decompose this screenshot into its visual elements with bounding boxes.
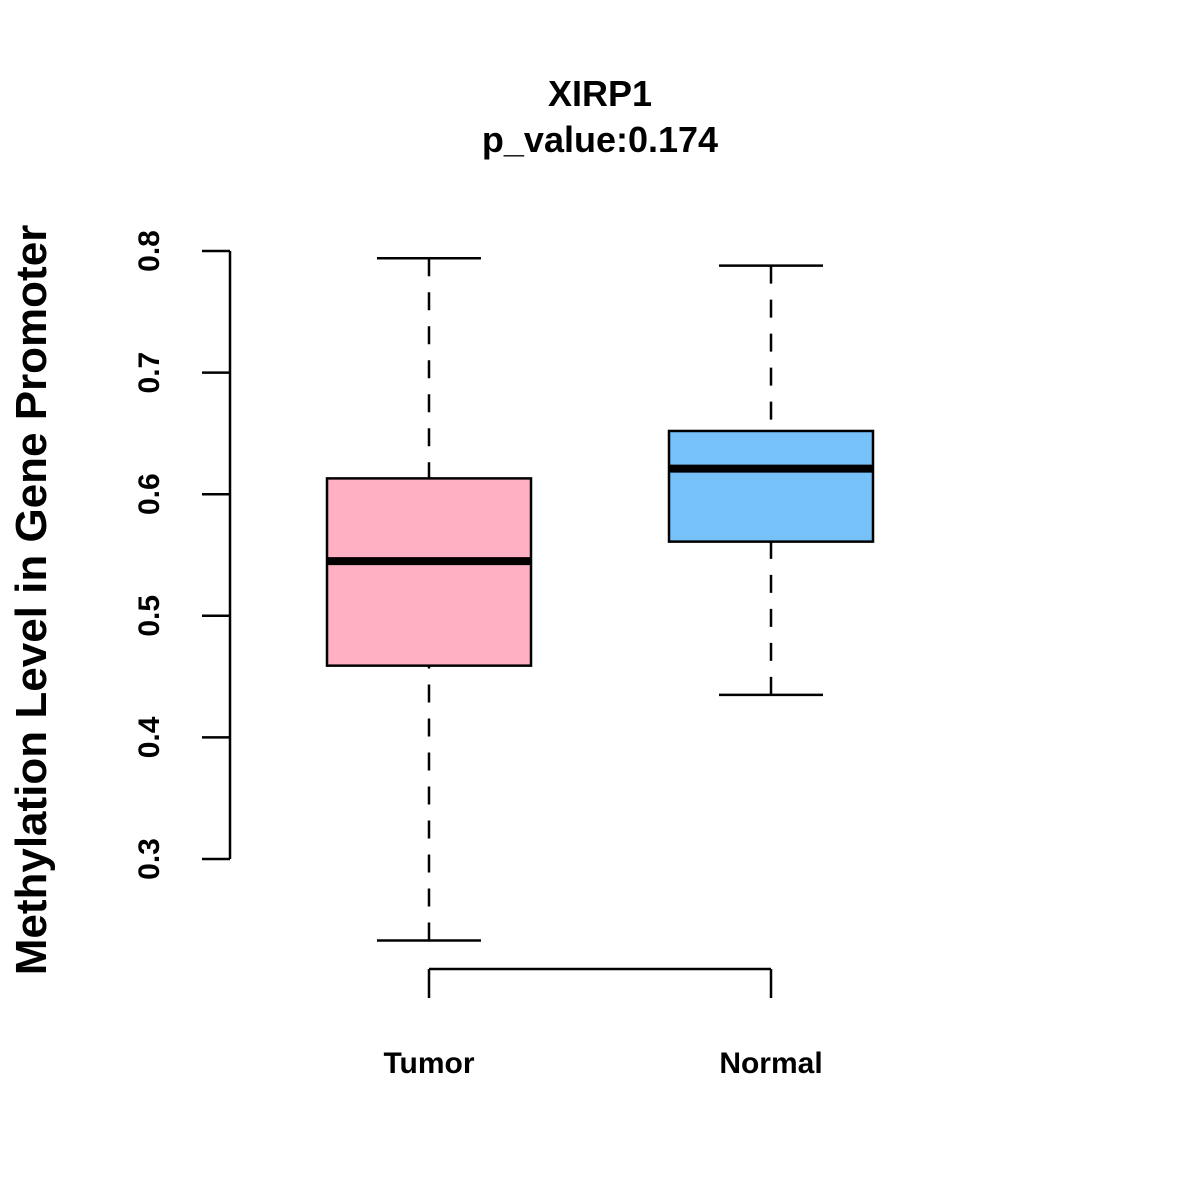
x-axis: Tumor Normal <box>383 967 823 1080</box>
y-tick-label: 0.6 <box>133 473 166 515</box>
boxes-group <box>325 257 875 942</box>
y-axis-label: Methylation Level in Gene Promoter <box>7 225 56 976</box>
y-axis: 0.3 0.4 0.5 0.6 0.7 0.8 <box>133 230 232 880</box>
box-normal <box>667 264 875 697</box>
chart-title: XIRP1 <box>548 73 652 114</box>
x-tick-label-tumor: Tumor <box>383 1047 474 1080</box>
iqr-box <box>667 429 875 543</box>
iqr-box <box>325 477 533 667</box>
y-tick-label: 0.5 <box>133 595 166 637</box>
x-tick-label-normal: Normal <box>719 1047 822 1080</box>
y-tick-label: 0.4 <box>133 716 166 758</box>
y-tick-label: 0.8 <box>133 230 166 272</box>
y-tick-label: 0.7 <box>133 352 166 394</box>
chart-subtitle: p_value:0.174 <box>482 119 718 160</box>
y-tick-label: 0.3 <box>133 838 166 880</box>
box-tumor <box>325 257 533 942</box>
